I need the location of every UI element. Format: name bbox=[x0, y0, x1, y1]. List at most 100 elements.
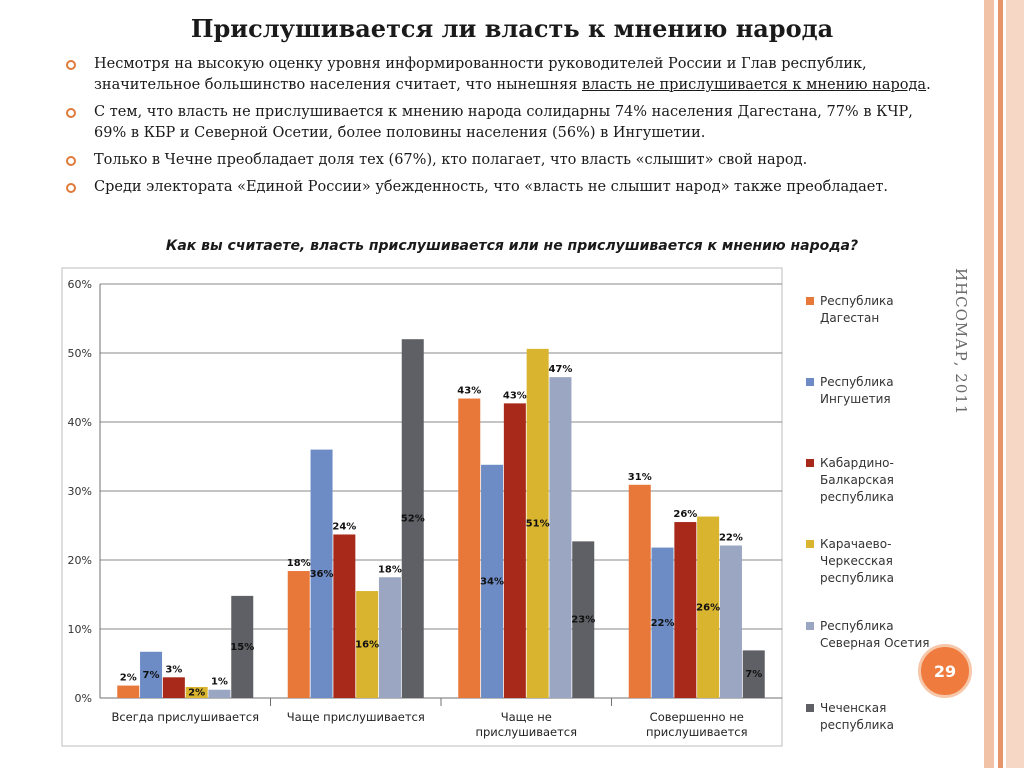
bullet-circle-icon bbox=[66, 108, 76, 118]
bar bbox=[572, 541, 595, 698]
bullet-list: Несмотря на высокую оценку уровня информ… bbox=[66, 54, 936, 204]
bar-data-label: 15% bbox=[230, 642, 254, 653]
bullet-item: Несмотря на высокую оценку уровня информ… bbox=[66, 54, 936, 96]
bar bbox=[333, 534, 356, 698]
bullet-text-1a: Несмотря на высокую оценку уровня информ… bbox=[94, 56, 867, 93]
bar bbox=[674, 522, 697, 698]
bullet-item: Среди электората «Единой России» убежден… bbox=[66, 177, 936, 198]
bar bbox=[185, 686, 208, 698]
bar bbox=[162, 677, 185, 698]
slide-title: Прислушивается ли власть к мнению народа bbox=[190, 14, 834, 43]
legend-entry-label: Ингушетия bbox=[820, 392, 891, 406]
bullet-text-2: С тем, что власть не прислушивается к мн… bbox=[94, 104, 913, 141]
bar-data-label: 23% bbox=[571, 615, 595, 626]
x-category-label: прислушивается bbox=[475, 725, 577, 739]
bullet-text-3: Только в Чечне преобладает доля тех (67%… bbox=[94, 152, 808, 168]
bar bbox=[503, 403, 526, 698]
y-tick-label: 60% bbox=[68, 278, 92, 291]
bar-data-label: 7% bbox=[745, 669, 762, 680]
bar bbox=[378, 577, 401, 698]
bar bbox=[651, 547, 674, 698]
bar-data-label: 31% bbox=[628, 472, 652, 483]
bar-data-label: 18% bbox=[378, 564, 402, 575]
bar-data-label: 51% bbox=[526, 518, 550, 529]
bullet-circle-icon bbox=[66, 156, 76, 166]
bar-data-label: 34% bbox=[480, 576, 504, 587]
stripe-2 bbox=[998, 0, 1003, 768]
bar bbox=[117, 685, 140, 698]
bar-data-label: 43% bbox=[503, 390, 527, 401]
bar-data-label: 2% bbox=[120, 673, 137, 684]
legend-entry-label: Республика bbox=[820, 619, 894, 633]
legend-entry-label: Республика bbox=[820, 375, 894, 389]
legend-entry-label: Балкарская bbox=[820, 473, 894, 487]
bar bbox=[458, 398, 481, 698]
x-category-label: Всегда прислушивается bbox=[111, 710, 259, 724]
bar bbox=[208, 689, 231, 698]
legend-entry-label: Северная Осетия bbox=[820, 636, 930, 650]
legend-entry-label: Дагестан bbox=[820, 311, 879, 325]
legend-entry-label: Республика bbox=[820, 294, 894, 308]
bar-data-label: 43% bbox=[457, 386, 481, 397]
bar bbox=[310, 449, 333, 698]
stripe-1 bbox=[984, 0, 994, 768]
y-tick-label: 10% bbox=[68, 623, 92, 636]
bar bbox=[742, 650, 765, 698]
bar bbox=[697, 516, 720, 698]
legend-swatch bbox=[806, 459, 814, 467]
bar-data-label: 3% bbox=[165, 664, 182, 675]
decorative-stripes bbox=[984, 0, 1024, 768]
x-category-label: Совершенно не bbox=[650, 710, 744, 724]
y-tick-label: 40% bbox=[68, 416, 92, 429]
bar bbox=[549, 377, 572, 698]
bar-data-label: 22% bbox=[719, 533, 743, 544]
chart-question: Как вы считаете, власть прислушивается и… bbox=[165, 238, 859, 254]
bar-data-label: 52% bbox=[401, 514, 425, 525]
legend-entry-label: Черкесская bbox=[820, 554, 893, 568]
bar-data-label: 36% bbox=[310, 569, 334, 580]
plot-frame bbox=[61, 267, 783, 747]
bullet-circle-icon bbox=[66, 60, 76, 70]
bar-data-label: 18% bbox=[287, 558, 311, 569]
legend-entry-label: республика bbox=[820, 718, 894, 732]
source-label: ИНСОМАР, 2011 bbox=[952, 268, 970, 416]
legend-entry-label: Карачаево- bbox=[820, 537, 891, 551]
y-tick-label: 0% bbox=[75, 692, 92, 705]
bar bbox=[140, 651, 163, 698]
legend-swatch bbox=[806, 704, 814, 712]
bullet-item: Только в Чечне преобладает доля тех (67%… bbox=[66, 150, 936, 171]
bullet-item: С тем, что власть не прислушивается к мн… bbox=[66, 102, 936, 144]
bar-data-label: 47% bbox=[548, 364, 572, 375]
bar bbox=[719, 545, 742, 698]
y-tick-label: 50% bbox=[68, 347, 92, 360]
legend-entry-label: республика bbox=[820, 571, 894, 585]
bullet-text-1c: . bbox=[926, 77, 931, 93]
x-category-label: Чаще прислушивается bbox=[287, 710, 425, 724]
legend-entry-label: Чеченская bbox=[820, 701, 886, 715]
bar-data-label: 7% bbox=[143, 670, 160, 681]
bar-data-label: 24% bbox=[332, 521, 356, 532]
page-number-badge: 29 bbox=[918, 644, 972, 698]
y-tick-label: 30% bbox=[68, 485, 92, 498]
bar bbox=[401, 339, 424, 698]
bar bbox=[481, 464, 504, 698]
legend-entry-label: республика bbox=[820, 490, 894, 504]
bullet-text-1-underlined: власть не прислушивается к мнению народа bbox=[581, 77, 927, 93]
bar bbox=[526, 348, 549, 698]
bar bbox=[231, 595, 254, 698]
x-category-label: прислушивается bbox=[646, 725, 748, 739]
bar-data-label: 16% bbox=[355, 640, 379, 651]
bar-data-label: 26% bbox=[673, 509, 697, 520]
bar bbox=[628, 484, 651, 698]
legend-swatch bbox=[806, 378, 814, 386]
legend-entry-label: Кабардино- bbox=[820, 456, 894, 470]
legend-swatch bbox=[806, 540, 814, 548]
x-category-label: Чаще не bbox=[501, 710, 552, 724]
bar-data-label: 1% bbox=[211, 677, 228, 688]
legend-swatch bbox=[806, 622, 814, 630]
bullet-circle-icon bbox=[66, 183, 76, 193]
bar bbox=[356, 591, 379, 698]
bar-data-label: 22% bbox=[651, 618, 675, 629]
bullet-text-4: Среди электората «Единой России» убежден… bbox=[94, 179, 888, 195]
